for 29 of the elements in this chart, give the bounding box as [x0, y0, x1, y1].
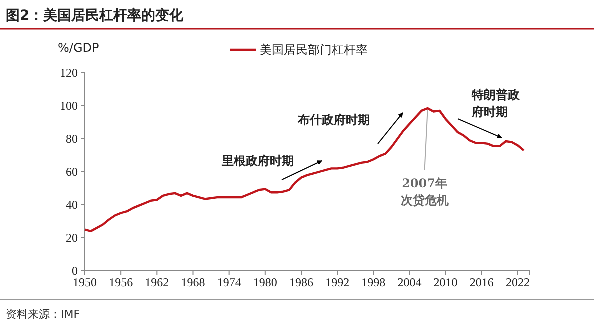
- annotation: 布什政府时期: [297, 113, 370, 127]
- x-tick-label: 1998: [362, 276, 386, 290]
- annotation: 特朗普政府时期: [471, 88, 521, 119]
- x-tick-label: 1992: [326, 276, 350, 290]
- y-axis-title: %/GDP: [58, 41, 100, 55]
- x-tick-label: 1968: [181, 276, 206, 290]
- x-tick-label: 1962: [145, 276, 170, 290]
- y-tick-label: 40: [66, 198, 78, 212]
- text: 资料来源：IMF: [6, 308, 80, 321]
- y-tick-label: 20: [66, 230, 78, 245]
- x-tick-label: 2010: [434, 276, 458, 290]
- x-tick-label: 1980: [253, 276, 278, 290]
- legend-label: 美国居民部门杠杆率: [260, 43, 368, 57]
- y-tick-label: 100: [60, 98, 78, 113]
- x-tick-label: 1974: [217, 276, 242, 290]
- x-tick-label: 1986: [289, 276, 314, 290]
- x-tick-label: 2022: [506, 276, 530, 290]
- x-tick-label: 1956: [109, 276, 134, 290]
- x-tick-label: 1950: [73, 276, 97, 290]
- x-tick-label: 2004: [398, 276, 422, 290]
- y-tick-label: 60: [66, 164, 78, 179]
- chart-title: 图2：美国居民杠杆率的变化: [6, 7, 185, 24]
- x-tick-label: 2016: [470, 276, 494, 290]
- annotation: 2007年次贷危机: [400, 176, 449, 208]
- annotation: 里根政府时期: [221, 154, 294, 168]
- y-tick-label: 0: [72, 264, 78, 278]
- line-series: [84, 107, 526, 232]
- y-tick-label: 120: [60, 66, 78, 80]
- y-tick-label: 80: [66, 132, 78, 146]
